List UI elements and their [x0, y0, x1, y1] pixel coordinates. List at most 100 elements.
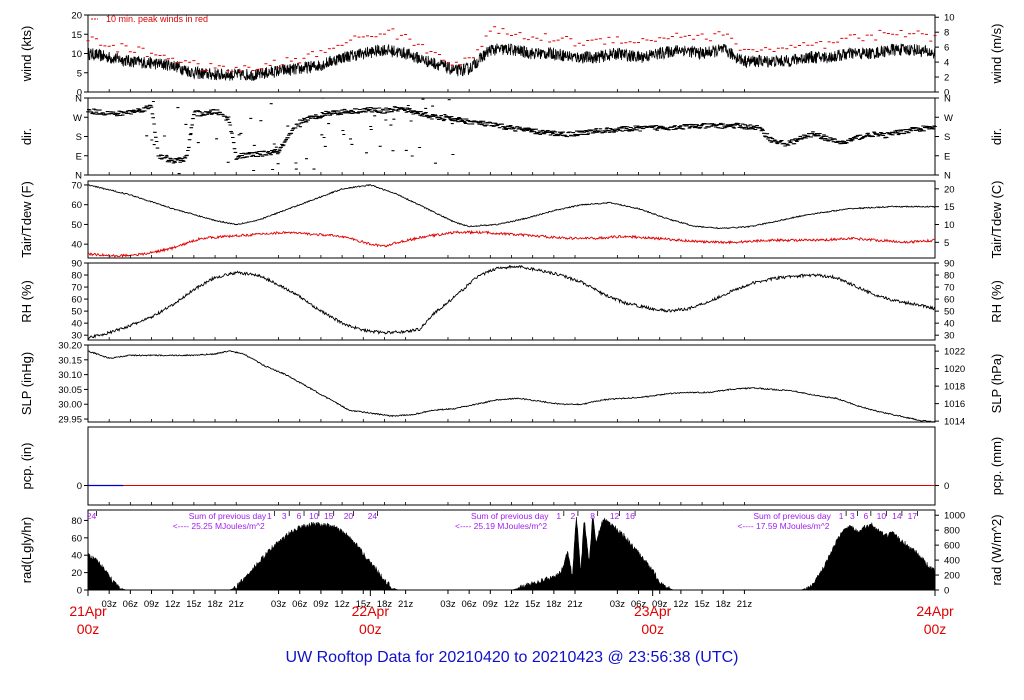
x-date-time-label: 00z: [77, 621, 100, 637]
y-tick-label: 20: [71, 568, 82, 579]
y-tick-label: 90: [71, 259, 82, 270]
footer-title: UW Rooftop Data for 20210420 to 20210423…: [285, 649, 739, 666]
daily-sum-value: <---- 25.25 MJoules/m^2: [173, 521, 265, 531]
y-tick-label-right: 800: [944, 526, 960, 537]
y-tick-label: 40: [71, 240, 82, 251]
y-tick-label-right: N: [944, 94, 951, 105]
y-tick-label-right: 6: [944, 43, 949, 54]
x-tick-label: 21z: [398, 599, 414, 610]
y-tick-label-right: 0: [944, 586, 949, 597]
y-tick-label: 0: [77, 586, 82, 597]
y-tick-label-right: 70: [944, 283, 955, 294]
hour-mark-label: 17: [908, 511, 918, 521]
x-tick-label: 03z: [610, 599, 626, 610]
relative-humidity-line: [87, 264, 936, 340]
x-date-label: 24Apr: [916, 603, 954, 619]
x-date-label: 23Apr: [634, 603, 672, 619]
x-tick-label: 15z: [694, 599, 710, 610]
peak-winds-annotation: 10 min. peak winds in red: [106, 14, 208, 24]
y-tick-label: 70: [71, 283, 82, 294]
y-tick-label: 20: [71, 11, 82, 22]
x-tick-label: 12z: [334, 599, 350, 610]
y-tick-label-right: 1000: [944, 511, 965, 522]
hour-mark-label: 6: [297, 511, 302, 521]
panel-temp: 40 50 60 70 5 10 15 20 Tair/Tdew (F) Tair/Tdew (C…: [19, 180, 1004, 258]
y-tick-label: W: [73, 113, 82, 124]
x-tick-label: 06z: [461, 599, 477, 610]
y-tick-label-right: 80: [944, 271, 955, 282]
y-tick-label: 30.15: [58, 355, 82, 366]
y-tick-label-right: 20: [944, 184, 955, 195]
hour-mark-label: 2: [571, 511, 576, 521]
x-tick-label: 15z: [525, 599, 541, 610]
panel-frame: [87, 262, 936, 341]
wind-direction-points: [86, 97, 937, 175]
y-tick-label: 30.10: [58, 370, 82, 381]
y-tick-label: E: [76, 151, 82, 162]
x-tick-label: 18z: [377, 599, 393, 610]
daily-sum-label: Sum of previous day: [753, 511, 831, 521]
y-tick-label: 29.95: [58, 415, 82, 426]
x-tick-label: 21z: [737, 599, 753, 610]
y-tick-label: 0: [77, 481, 82, 492]
y-tick-label-right: 90: [944, 259, 955, 270]
y-tick-label: 15: [71, 30, 82, 41]
y-axis-label-right: dir.: [989, 128, 1004, 145]
y-tick-label: 80: [71, 271, 82, 282]
y-axis-label-right: SLP (hPa): [989, 354, 1004, 414]
y-tick-label: 30.05: [58, 385, 82, 396]
y-axis-label: rad(Lgly/hr): [19, 517, 34, 583]
y-tick-label: 80: [71, 516, 82, 527]
y-axis-label: dir.: [19, 128, 34, 145]
peak-wind-marks: [86, 26, 937, 73]
air-temperature-line: [87, 184, 936, 229]
y-tick-label: 60: [71, 200, 82, 211]
y-tick-label-right: 8: [944, 28, 949, 39]
panel-frame: [87, 426, 936, 506]
hour-mark-label: 12: [610, 511, 620, 521]
x-tick-label: 06z: [292, 599, 308, 610]
x-tick-label: 15z: [356, 599, 372, 610]
x-tick-label: 03z: [102, 599, 118, 610]
y-tick-label-right: N: [944, 171, 951, 182]
y-tick-label-right: 0: [944, 88, 949, 99]
y-axis-label-right: Tair/Tdew (C): [989, 180, 1004, 258]
y-tick-label: 50: [71, 307, 82, 318]
x-tick-label: 03z: [440, 599, 456, 610]
hour-mark-label: 8: [590, 511, 595, 521]
x-tick-label: 09z: [483, 599, 499, 610]
x-tick-label: 15z: [186, 599, 202, 610]
y-tick-label-right: 60: [944, 295, 955, 306]
y-tick-label-right: W: [944, 113, 953, 124]
x-tick-label: 09z: [144, 599, 160, 610]
y-tick-label: N: [75, 94, 82, 105]
y-tick-label-right: E: [944, 151, 950, 162]
y-tick-label-right: 40: [944, 319, 955, 330]
wind-speed-line: [87, 43, 936, 82]
daily-sum-label: Sum of previous day: [189, 511, 267, 521]
x-tick-label: 12z: [673, 599, 689, 610]
y-tick-label: 30.20: [58, 341, 82, 352]
y-tick-label-right: 15: [944, 202, 955, 213]
y-tick-label-right: 4: [944, 58, 949, 69]
hour-mark-label: 1: [267, 511, 272, 521]
hour-mark-label: 10: [877, 511, 887, 521]
y-axis-label: SLP (inHg): [19, 352, 34, 415]
hour-mark-label: 20: [344, 511, 354, 521]
hour-mark-label: 1: [556, 511, 561, 521]
hour-mark-label: 14: [892, 511, 902, 521]
y-axis-label-right: wind (m/s): [989, 24, 1004, 85]
y-tick-label-right: 10: [944, 13, 955, 24]
hour-mark-label: 16: [625, 511, 635, 521]
x-tick-label: 21z: [229, 599, 245, 610]
y-tick-label-right: 1022: [944, 347, 965, 358]
panel-slp: 29.95 30.00 30.05 30.10 30.15 30.20 1014 1016 10…: [19, 341, 1004, 428]
y-tick-label-right: 1016: [944, 399, 965, 410]
x-tick-label: 12z: [165, 599, 181, 610]
y-tick-label-right: 1014: [944, 417, 965, 428]
x-tick-label: 18z: [546, 599, 562, 610]
x-date-label: 22Apr: [352, 603, 390, 619]
